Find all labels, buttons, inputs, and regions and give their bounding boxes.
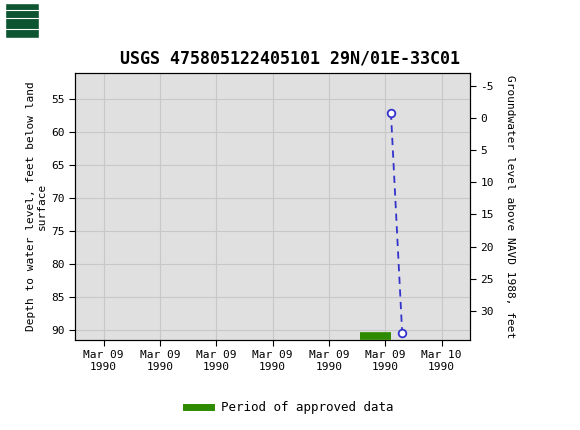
Y-axis label: Groundwater level above NAVD 1988, feet: Groundwater level above NAVD 1988, feet <box>505 75 515 338</box>
Text: USGS: USGS <box>44 11 103 30</box>
FancyBboxPatch shape <box>5 3 39 37</box>
Y-axis label: Depth to water level, feet below land
surface: Depth to water level, feet below land su… <box>26 82 48 331</box>
Text: USGS 475805122405101 29N/01E-33C01: USGS 475805122405101 29N/01E-33C01 <box>120 49 460 67</box>
Legend: Period of approved data: Period of approved data <box>181 396 399 419</box>
